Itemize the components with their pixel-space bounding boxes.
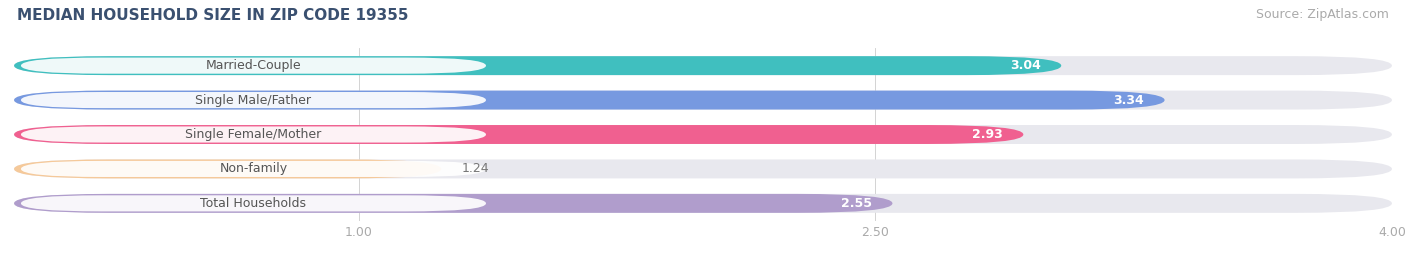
Text: 2.55: 2.55 (841, 197, 872, 210)
Text: 3.04: 3.04 (1010, 59, 1040, 72)
FancyBboxPatch shape (14, 91, 1164, 109)
Text: Source: ZipAtlas.com: Source: ZipAtlas.com (1256, 8, 1389, 21)
Text: Married-Couple: Married-Couple (205, 59, 301, 72)
Text: 2.93: 2.93 (972, 128, 1002, 141)
Text: Single Female/Mother: Single Female/Mother (186, 128, 322, 141)
FancyBboxPatch shape (21, 195, 486, 211)
FancyBboxPatch shape (14, 194, 1392, 213)
Text: Total Households: Total Households (201, 197, 307, 210)
FancyBboxPatch shape (21, 92, 486, 108)
FancyBboxPatch shape (14, 125, 1024, 144)
FancyBboxPatch shape (14, 56, 1392, 75)
FancyBboxPatch shape (14, 160, 441, 178)
Text: Single Male/Father: Single Male/Father (195, 94, 312, 107)
FancyBboxPatch shape (14, 56, 1062, 75)
FancyBboxPatch shape (14, 160, 1392, 178)
FancyBboxPatch shape (14, 194, 893, 213)
FancyBboxPatch shape (14, 125, 1392, 144)
Text: 3.34: 3.34 (1114, 94, 1144, 107)
FancyBboxPatch shape (21, 58, 486, 74)
FancyBboxPatch shape (14, 91, 1392, 109)
Text: Non-family: Non-family (219, 162, 288, 175)
Text: MEDIAN HOUSEHOLD SIZE IN ZIP CODE 19355: MEDIAN HOUSEHOLD SIZE IN ZIP CODE 19355 (17, 8, 408, 23)
Text: 1.24: 1.24 (463, 162, 489, 175)
FancyBboxPatch shape (21, 161, 486, 177)
FancyBboxPatch shape (21, 126, 486, 143)
